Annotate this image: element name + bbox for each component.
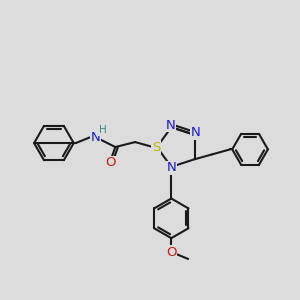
Text: N: N xyxy=(91,130,100,144)
Text: H: H xyxy=(99,125,106,135)
Text: N: N xyxy=(191,126,200,139)
Text: O: O xyxy=(105,156,116,170)
Text: N: N xyxy=(165,119,175,132)
Text: N: N xyxy=(167,161,176,174)
Text: O: O xyxy=(166,245,177,259)
Text: S: S xyxy=(152,140,160,154)
